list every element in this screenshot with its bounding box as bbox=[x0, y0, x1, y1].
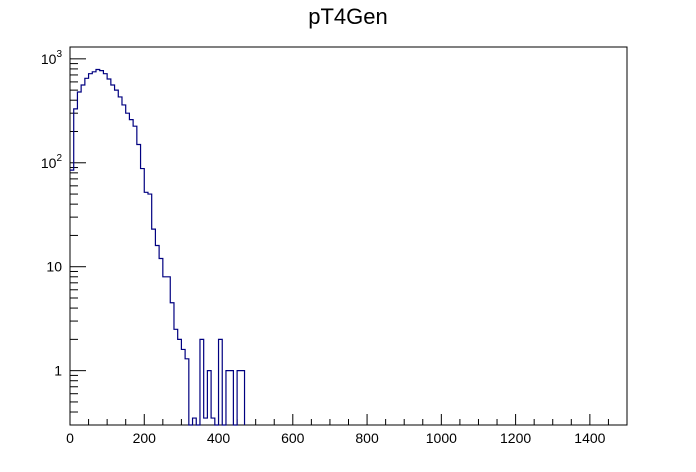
plot-frame bbox=[69, 46, 628, 426]
y-tick-label: 102 bbox=[41, 153, 63, 171]
x-tick-label: 0 bbox=[66, 430, 74, 446]
y-tick-label: 10 bbox=[46, 259, 62, 275]
y-tick-base: 10 bbox=[41, 51, 57, 67]
x-tick-label: 1400 bbox=[574, 430, 605, 446]
y-tick-base: 10 bbox=[46, 259, 62, 275]
x-axis: 0 200 400 600 800 1000 1200 1400 bbox=[66, 414, 628, 446]
x-tick-label: 200 bbox=[133, 430, 157, 446]
histogram-series bbox=[70, 68, 246, 426]
y-tick-exponent: 2 bbox=[56, 153, 62, 164]
y-tick-base: 10 bbox=[41, 155, 57, 171]
x-tick-label: 400 bbox=[207, 430, 231, 446]
y-tick-exponent: 3 bbox=[56, 49, 62, 60]
x-tick-label: 1000 bbox=[426, 430, 457, 446]
y-tick-label: 103 bbox=[41, 49, 63, 67]
y-tick-base: 1 bbox=[54, 363, 62, 379]
chart-title: pT4Gen bbox=[308, 4, 388, 29]
x-tick-label: 800 bbox=[355, 430, 379, 446]
x-tick-label: 1200 bbox=[500, 430, 531, 446]
y-tick-label: 1 bbox=[54, 363, 62, 379]
x-tick-label: 600 bbox=[281, 430, 305, 446]
